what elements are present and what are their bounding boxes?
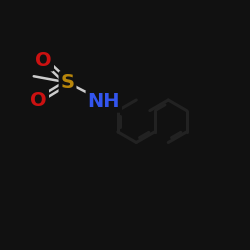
Text: S: S — [60, 73, 74, 92]
Text: O: O — [30, 90, 47, 110]
Text: O: O — [36, 50, 52, 70]
Text: NH: NH — [88, 92, 120, 111]
